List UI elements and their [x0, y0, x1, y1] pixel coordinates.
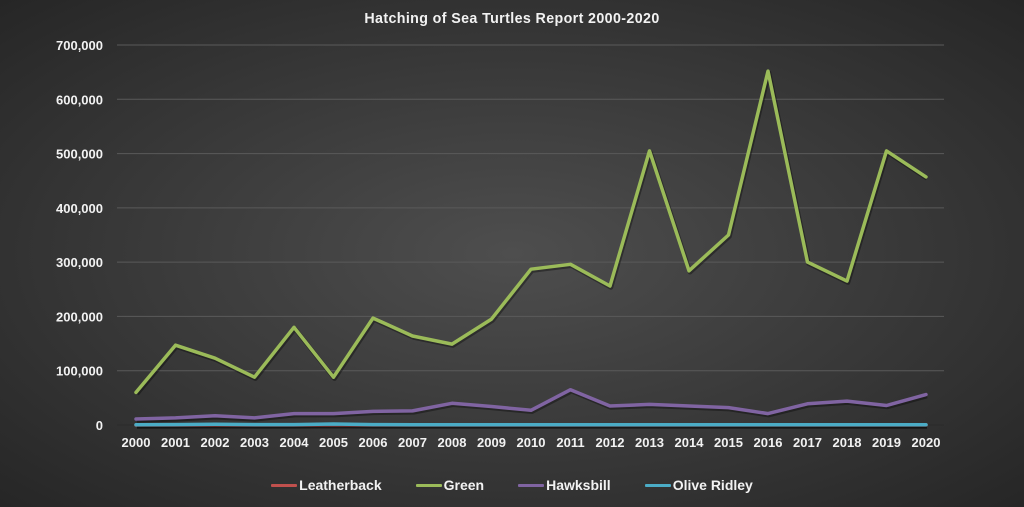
x-tick-label: 2000 [122, 435, 151, 450]
x-tick-label: 2013 [635, 435, 664, 450]
legend-item-olive-ridley: Olive Ridley [644, 477, 753, 493]
x-tick-label: 2006 [359, 435, 388, 450]
legend-item-leatherback: Leatherback [271, 477, 382, 493]
x-tick-label: 2015 [714, 435, 743, 450]
x-tick-label: 2001 [161, 435, 190, 450]
series-line-olive-ridley [134, 422, 928, 427]
x-axis-ticks: 2000 2001 2002 2003 2004 2005 2006 2007 2008 2009… [122, 435, 941, 450]
x-tick-label: 2017 [793, 435, 822, 450]
y-tick-label: 100,000 [56, 364, 103, 379]
chart-title: Hatching of Sea Turtles Report 2000-2020 [364, 10, 660, 27]
legend-item-hawksbill: Hawksbill [518, 477, 611, 493]
y-tick-label: 400,000 [56, 201, 103, 216]
x-tick-label: 2002 [201, 435, 230, 450]
legend-label: Leatherback [299, 477, 382, 493]
x-tick-label: 2016 [754, 435, 783, 450]
y-tick-label: 0 [96, 418, 103, 433]
legend-swatch [415, 483, 442, 487]
series-lines [134, 69, 929, 429]
x-tick-label: 2014 [675, 435, 705, 450]
y-tick-label: 700,000 [56, 38, 103, 53]
series-line-shadow [135, 70, 929, 396]
gridlines [117, 44, 944, 426]
x-tick-label: 2020 [912, 435, 941, 450]
legend-swatch [271, 483, 298, 487]
x-tick-label: 2007 [398, 435, 427, 450]
legend: Leatherback Green Hawksbill Olive Ridley [0, 477, 1024, 493]
legend-label: Green [443, 477, 485, 493]
legend-swatch [644, 483, 671, 487]
legend-label: Olive Ridley [672, 477, 753, 493]
y-tick-label: 600,000 [56, 92, 103, 107]
y-tick-label: 200,000 [56, 309, 103, 324]
x-tick-label: 2010 [517, 435, 546, 450]
y-axis-ticks: 0 100,000 200,000 300,000 400,000 500,000 600,… [56, 38, 103, 433]
legend-swatch [518, 483, 545, 487]
y-tick-label: 300,000 [56, 255, 103, 270]
x-tick-label: 2003 [240, 435, 269, 450]
x-tick-label: 2008 [438, 435, 467, 450]
x-tick-label: 2009 [477, 435, 506, 450]
x-tick-label: 2019 [872, 435, 901, 450]
x-tick-label: 2012 [596, 435, 625, 450]
legend-item-green: Green [415, 477, 485, 493]
legend-label: Hawksbill [546, 477, 611, 493]
y-tick-label: 500,000 [56, 147, 103, 162]
series-line-green [134, 69, 928, 395]
x-tick-label: 2011 [556, 435, 584, 450]
x-tick-label: 2005 [319, 435, 348, 450]
x-tick-label: 2018 [833, 435, 862, 450]
series-line-hawksbill [134, 387, 928, 421]
x-tick-label: 2004 [280, 435, 310, 450]
